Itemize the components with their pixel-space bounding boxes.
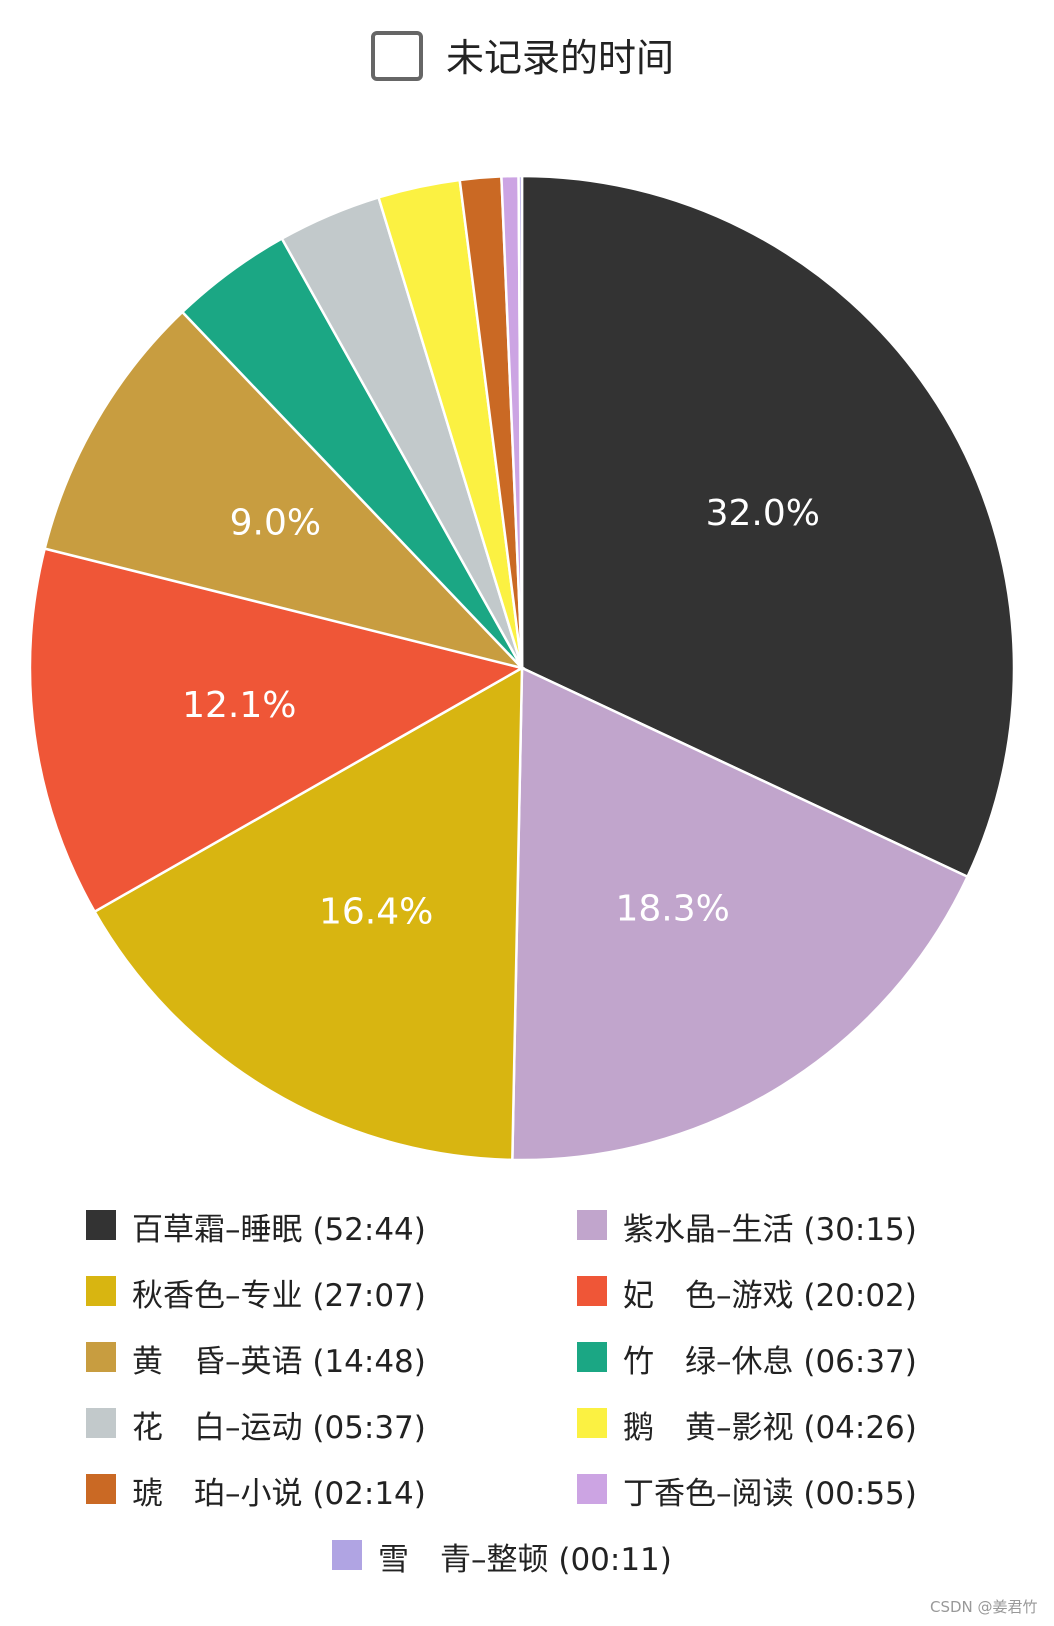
legend-swatch-1 [577,1210,607,1240]
pie-percent-label-4: 9.0% [230,503,321,544]
legend-item-4[interactable]: 黄 昏–英语 (14:48) [86,1342,426,1380]
chart-title-group[interactable]: 未记录的时间 [371,31,674,81]
legend-label-3: 妃 色–游戏 [623,1278,794,1314]
legend-item-0[interactable]: 百草霜–睡眠 (52:44) [86,1210,426,1248]
legend-swatch-9 [577,1474,607,1504]
title-legend-checkbox[interactable] [371,31,423,81]
pie-percent-label-3: 12.1% [182,685,296,726]
legend-item-7[interactable]: 鹅 黄–影视 (04:26) [577,1408,917,1446]
legend-time-3: (20:02) [794,1278,917,1314]
legend-time-5: (06:37) [794,1344,917,1380]
pie-percent-label-0: 32.0% [706,493,820,534]
svg-text:秋香色–专业 (27:07): 秋香色–专业 (27:07) [132,1278,426,1314]
legend-item-3[interactable]: 妃 色–游戏 (20:02) [577,1276,917,1314]
pie-percent-label-2: 16.4% [319,891,433,932]
legend-label-8: 琥 珀–小说 [132,1476,303,1512]
legend-label-1: 紫水晶–生活 [623,1212,794,1248]
legend-swatch-4 [86,1342,116,1372]
pie-slice-4[interactable] [43,310,526,671]
legend-swatch-2 [86,1276,116,1306]
legend-time-9: (00:55) [794,1476,917,1512]
svg-text:紫水晶–生活 (30:15): 紫水晶–生活 (30:15) [623,1212,917,1248]
legend-swatch-6 [86,1408,116,1438]
pie-slice-3[interactable] [28,547,526,914]
legend-time-8: (02:14) [303,1476,426,1512]
chart-title: 未记录的时间 [446,36,674,80]
legend-swatch-0 [86,1210,116,1240]
legend-item-9[interactable]: 丁香色–阅读 (00:55) [577,1474,917,1512]
legend-time-6: (05:37) [303,1410,426,1446]
legend-time-7: (04:26) [794,1410,917,1446]
legend-time-2: (27:07) [303,1278,426,1314]
legend-swatch-8 [86,1474,116,1504]
legend-time-1: (30:15) [794,1212,917,1248]
pie-slice-2[interactable] [92,665,524,1162]
legend-swatch-7 [577,1408,607,1438]
legend-item-1[interactable]: 紫水晶–生活 (30:15) [577,1210,917,1248]
svg-text:雪 青–整顿 (00:11): 雪 青–整顿 (00:11) [378,1542,672,1578]
legend-time-0: (52:44) [303,1212,426,1248]
legend-swatch-5 [577,1342,607,1372]
legend-label-9: 丁香色–阅读 [623,1476,794,1512]
pie-percent-label-1: 18.3% [616,888,730,929]
svg-text:妃 色–游戏 (20:02): 妃 色–游戏 (20:02) [623,1278,917,1314]
pie-percent-labels: 32.0% 18.3% 16.4% 12.1% 9.0% [182,493,820,932]
legend-label-2: 秋香色–专业 [132,1278,303,1314]
legend-label-0: 百草霜–睡眠 [132,1212,303,1248]
svg-text:百草霜–睡眠 (52:44): 百草霜–睡眠 (52:44) [132,1212,426,1248]
svg-text:黄 昏–英语 (14:48): 黄 昏–英语 (14:48) [132,1344,426,1380]
watermark: CSDN @姜君竹 [930,1598,1038,1616]
svg-text:竹 绿–休息 (06:37): 竹 绿–休息 (06:37) [623,1344,917,1380]
svg-text:花 白–运动 (05:37): 花 白–运动 (05:37) [132,1410,426,1446]
legend-item-10[interactable]: 雪 青–整顿 (00:11) [332,1540,672,1578]
legend-swatch-10 [332,1540,362,1570]
legend-label-6: 花 白–运动 [132,1410,303,1446]
pie-slice-10[interactable] [517,174,524,669]
legend-label-7: 鹅 黄–影视 [623,1410,794,1446]
legend-item-8[interactable]: 琥 珀–小说 (02:14) [86,1474,426,1512]
legend-label-5: 竹 绿–休息 [623,1344,794,1380]
pie-slices [28,174,1016,1162]
svg-text:鹅 黄–影视 (04:26): 鹅 黄–影视 (04:26) [623,1410,917,1446]
legend-item-6[interactable]: 花 白–运动 (05:37) [86,1408,426,1446]
pie-slice-0[interactable] [520,174,1016,879]
svg-text:丁香色–阅读 (00:55): 丁香色–阅读 (00:55) [623,1476,917,1512]
svg-text:琥 珀–小说 (02:14): 琥 珀–小说 (02:14) [132,1476,426,1512]
legend-swatch-3 [577,1276,607,1306]
legend-time-4: (14:48) [303,1344,426,1380]
legend: 百草霜–睡眠 (52:44) 紫水晶–生活 (30:15) 秋香色–专业 (27:0… [86,1210,917,1578]
pie-slice-1[interactable] [511,666,970,1162]
legend-time-10: (00:11) [549,1542,672,1578]
legend-label-10: 雪 青–整顿 [378,1542,549,1578]
legend-label-4: 黄 昏–英语 [132,1344,303,1380]
legend-item-2[interactable]: 秋香色–专业 (27:07) [86,1276,426,1314]
legend-item-5[interactable]: 竹 绿–休息 (06:37) [577,1342,917,1380]
